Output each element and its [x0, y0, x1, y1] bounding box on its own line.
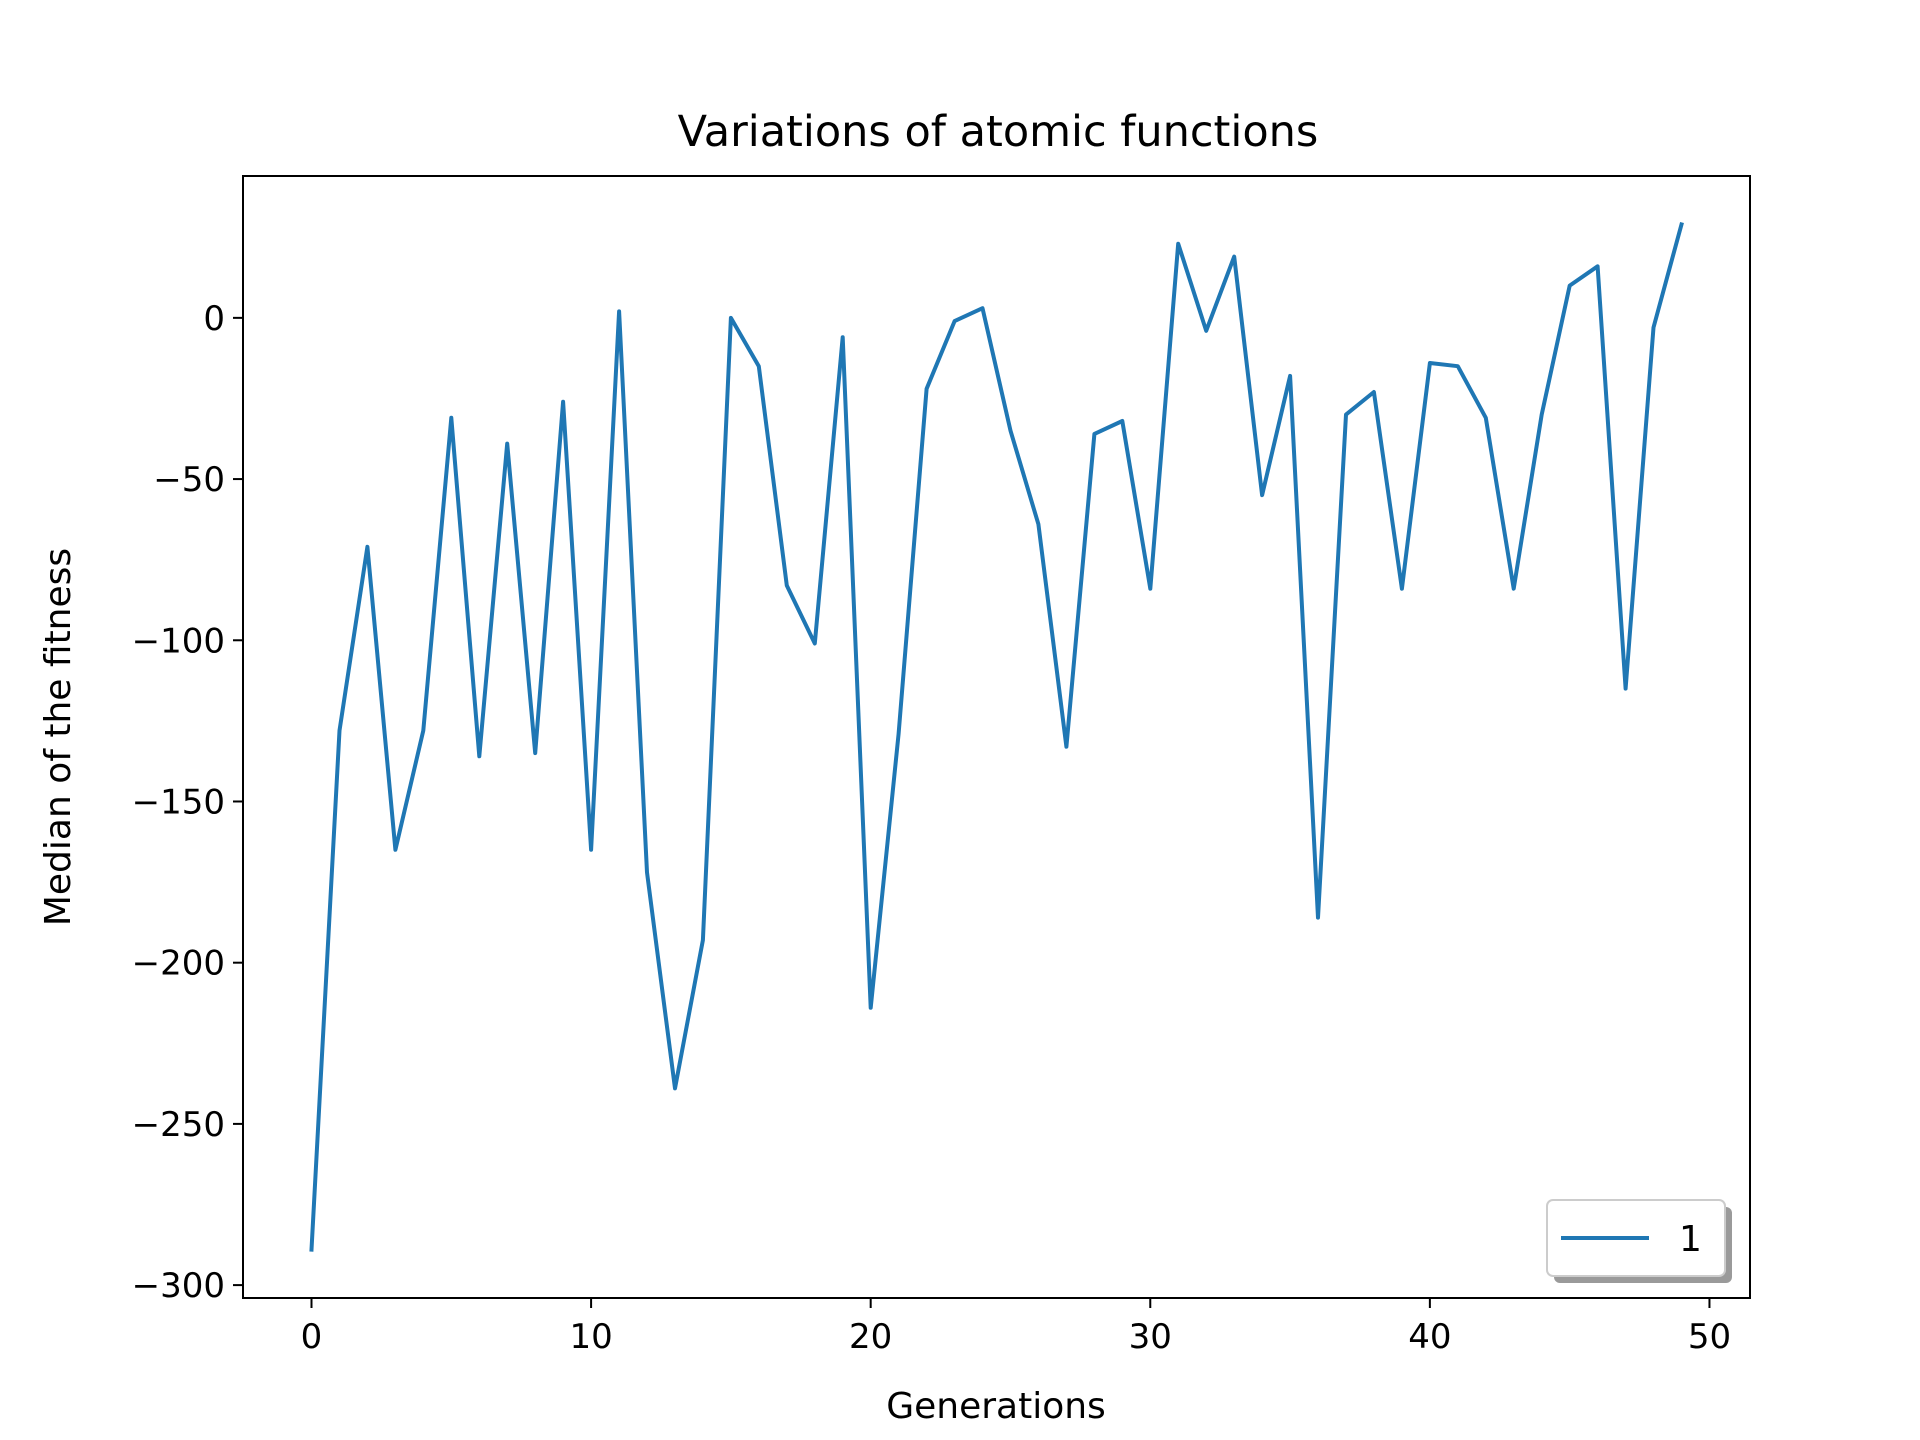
legend-label-1: 1 — [1679, 1219, 1702, 1260]
y-tick-label-4: −100 — [132, 621, 225, 661]
x-tick-label-0: 0 — [301, 1317, 323, 1357]
x-tick-label-5: 50 — [1688, 1317, 1731, 1357]
x-tick-label-3: 30 — [1129, 1317, 1172, 1357]
x-axis-title: Generations — [886, 1386, 1106, 1427]
legend: 1 — [1546, 1199, 1732, 1283]
plot-frame — [242, 175, 1751, 1299]
y-tick-label-1: −250 — [132, 1105, 225, 1145]
axis-ticks: 0 10 20 30 40 50 −300 −250 −200 −150 −100 −50 0 — [132, 299, 1731, 1357]
series-line-1 — [309, 221, 1684, 1252]
y-tick-label-2: −200 — [132, 944, 225, 984]
chart-title: Variations of atomic functions — [678, 107, 1319, 157]
y-tick-label-3: −150 — [132, 782, 225, 822]
y-axis-title: Median of the fitness — [38, 548, 79, 926]
x-tick-label-4: 40 — [1408, 1317, 1451, 1357]
y-tick-label-6: 0 — [203, 299, 225, 339]
y-tick-label-0: −300 — [132, 1266, 225, 1306]
y-tick-label-5: −50 — [153, 460, 225, 500]
x-tick-label-1: 10 — [569, 1317, 612, 1357]
x-tick-label-2: 20 — [849, 1317, 892, 1357]
plot-area — [309, 221, 1684, 1252]
